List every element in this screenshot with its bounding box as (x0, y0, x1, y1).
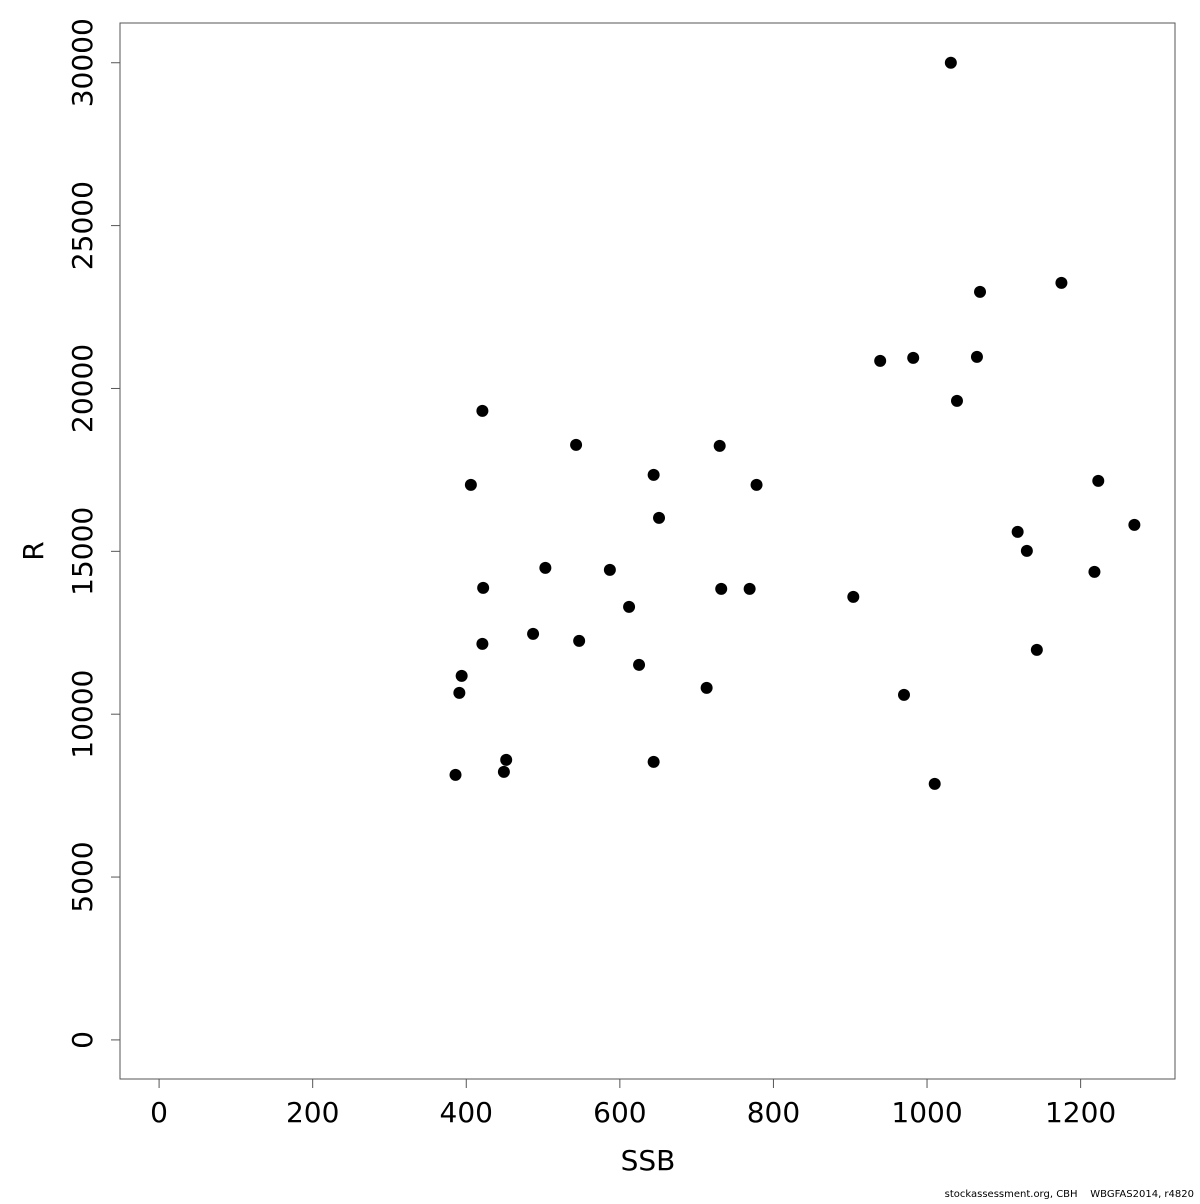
point (750, 478, 763, 491)
point (1055, 276, 1068, 289)
y-tick-label: 0 (66, 1031, 99, 1049)
point (1011, 525, 1024, 538)
point (633, 658, 646, 671)
point (970, 350, 983, 363)
point (653, 511, 666, 524)
plot-frame (119, 22, 1176, 1080)
x-tick-label: 1200 (1045, 1096, 1116, 1129)
y-tick-label: 10000 (66, 670, 99, 759)
point (974, 285, 987, 298)
point (449, 768, 462, 781)
point (700, 681, 713, 694)
point (497, 765, 510, 778)
point (1092, 474, 1105, 487)
x-axis-label: SSB (621, 1144, 676, 1177)
x-tick-label: 800 (747, 1096, 800, 1129)
point (743, 582, 756, 595)
point (570, 438, 583, 451)
point (476, 404, 489, 417)
footer: stockassessment.org, CBH WBGFAS2014, r48… (945, 1189, 1194, 1200)
point (1030, 643, 1043, 656)
point (713, 439, 726, 452)
point (500, 753, 513, 766)
y-tick-label: 30000 (66, 18, 99, 107)
point (1128, 518, 1141, 531)
y-axis-label: R (17, 541, 50, 560)
x-tick-label: 600 (593, 1096, 646, 1129)
point (897, 688, 910, 701)
point (623, 600, 636, 613)
point (573, 634, 586, 647)
point (944, 56, 957, 69)
x-tick-label: 200 (286, 1096, 339, 1129)
x-tick-label: 0 (150, 1096, 168, 1129)
point (527, 627, 540, 640)
point (453, 686, 466, 699)
point (907, 351, 920, 364)
x-tick-label: 400 (440, 1096, 493, 1129)
point (928, 777, 941, 790)
y-tick-label: 5000 (66, 841, 99, 912)
point (477, 581, 490, 594)
y-tick-label: 25000 (66, 181, 99, 270)
point (647, 468, 660, 481)
point (1088, 565, 1101, 578)
point (950, 394, 963, 407)
point (1020, 544, 1033, 557)
y-tick-label: 15000 (66, 507, 99, 596)
point (476, 637, 489, 650)
point (464, 478, 477, 491)
point (647, 755, 660, 768)
point (715, 582, 728, 595)
point (847, 590, 860, 603)
point (874, 354, 887, 367)
y-tick-label: 20000 (66, 344, 99, 433)
point (539, 561, 552, 574)
x-tick-label: 1000 (891, 1096, 962, 1129)
point (455, 669, 468, 682)
point (603, 563, 616, 576)
